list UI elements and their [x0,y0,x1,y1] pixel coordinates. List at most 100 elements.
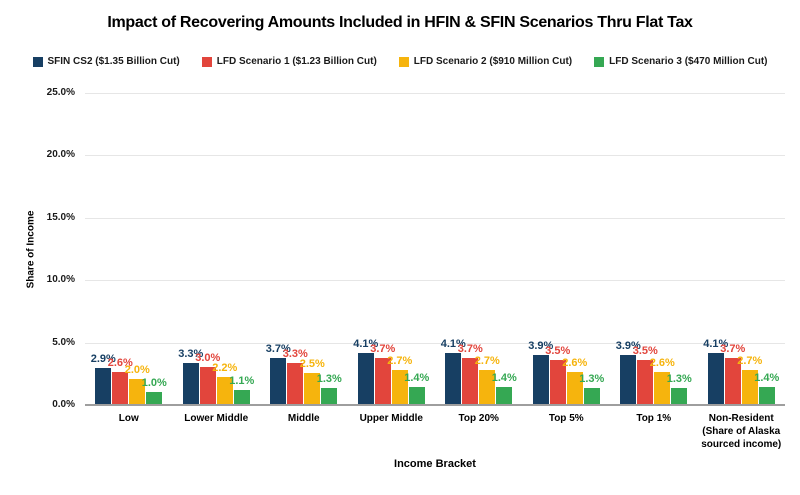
bar-value-label: 2.9% [90,352,116,365]
x-tick-label: Non-Resident (Share of Alaska sourced in… [701,413,782,450]
bar [620,355,637,404]
bar-value-label: 3.5% [545,345,571,358]
bar-value-label: 1.0% [141,376,167,389]
bar [496,386,513,404]
gridline [85,155,785,157]
x-tick-label: Low [118,413,139,424]
bar-value-label: 3.3% [178,347,204,360]
bar [566,371,583,404]
bar [637,360,654,404]
legend-swatch-icon [398,56,409,67]
legend: SFIN CS2 ($1.35 Billion Cut) LFD Scenario… [0,56,800,67]
x-tick-label: Middle [287,413,320,424]
legend-item: LFD Scenario 1 ($1.23 Billion Cut) [201,56,377,67]
bar [479,370,496,404]
bar [129,379,146,404]
x-axis-title: Income Bracket [394,458,476,470]
legend-item: LFD Scenario 3 ($470 Million Cut) [594,56,768,67]
bar [374,357,391,404]
y-tick-label: 0.0% [52,399,75,410]
bar-value-label: 1.3% [666,372,692,385]
x-tick-label: Top 5% [548,413,584,424]
bar [549,360,566,404]
bar-value-label: 2.7% [737,355,763,368]
x-tick-label: Lower Middle [184,413,249,424]
bar [532,355,549,404]
bar [199,366,216,404]
bar-value-label: 2.6% [562,356,588,369]
gridline [85,217,785,219]
bar [95,367,112,404]
legend-swatch-icon [594,56,605,67]
bar [146,391,163,404]
x-tick-label: Top 1% [636,413,672,424]
y-axis-title: Share of Income [25,210,37,289]
bar [654,371,671,404]
bar [741,370,758,404]
bar [216,376,233,404]
bar-value-label: 3.0% [195,351,221,364]
bar-value-label: 1.3% [316,372,342,385]
bar [462,357,479,404]
bar-value-label: 3.9% [528,340,554,353]
y-tick-label: 25.0% [46,87,75,98]
bar-value-label: 4.1% [353,337,379,350]
bar [270,357,287,404]
bar [707,352,724,404]
bar [233,390,250,404]
bar-value-label: 1.1% [229,375,255,388]
bar [287,362,304,404]
bar-value-label: 2.7% [387,355,413,368]
legend-swatch-icon [201,56,212,67]
bar [321,387,338,404]
bar [758,386,775,404]
bar [408,386,425,404]
legend-item: SFIN CS2 ($1.35 Billion Cut) [32,56,180,67]
x-tick-label: Upper Middle [359,413,423,424]
bar-value-label: 3.3% [282,347,308,360]
bar [583,387,600,404]
legend-label: LFD Scenario 1 ($1.23 Billion Cut) [216,56,377,67]
bar-value-label: 4.1% [703,337,729,350]
bar [671,387,688,404]
y-tick-label: 10.0% [46,274,75,286]
bar-value-label: 1.4% [491,371,517,384]
legend-swatch-icon [32,56,43,67]
bar-value-label: 3.7% [720,342,746,355]
bar-value-label: 4.1% [440,337,466,350]
bar-value-label: 1.4% [404,371,430,384]
bar [445,352,462,404]
x-axis-baseline [85,404,785,406]
bar-value-label: 3.9% [615,340,641,353]
y-tick-label: 5.0% [52,336,75,348]
bar-value-label: 2.5% [299,357,325,370]
bar [391,370,408,404]
bar-value-label: 3.7% [265,342,291,355]
bar-value-label: 1.4% [754,371,780,384]
gridline [85,93,785,94]
legend-label: SFIN CS2 ($1.35 Billion Cut) [47,56,180,67]
bar-value-label: 3.5% [632,345,658,358]
y-tick-label: 20.0% [46,149,75,161]
bar [304,372,321,404]
bar [724,357,741,404]
chart-title: Impact of Recovering Amounts Included in… [107,14,693,31]
bar-value-label: 2.7% [474,355,500,368]
bar-value-label: 3.7% [370,342,396,355]
bar [112,371,129,404]
bar-value-label: 2.6% [649,356,675,369]
legend-item: LFD Scenario 2 ($910 Million Cut) [398,56,573,67]
bar [182,362,199,404]
bar-value-label: 1.3% [579,372,605,385]
legend-label: LFD Scenario 2 ($910 Million Cut) [413,56,573,67]
y-tick-label: 15.0% [46,211,75,223]
bar-value-label: 2.0% [124,364,150,377]
bar-value-label: 2.2% [212,361,238,374]
bar-value-label: 3.7% [457,342,483,355]
gridline [85,280,785,282]
legend-label: LFD Scenario 3 ($470 Million Cut) [609,56,768,67]
gridline [85,342,785,344]
bar [357,352,374,404]
x-tick-label: Top 20% [458,413,499,424]
